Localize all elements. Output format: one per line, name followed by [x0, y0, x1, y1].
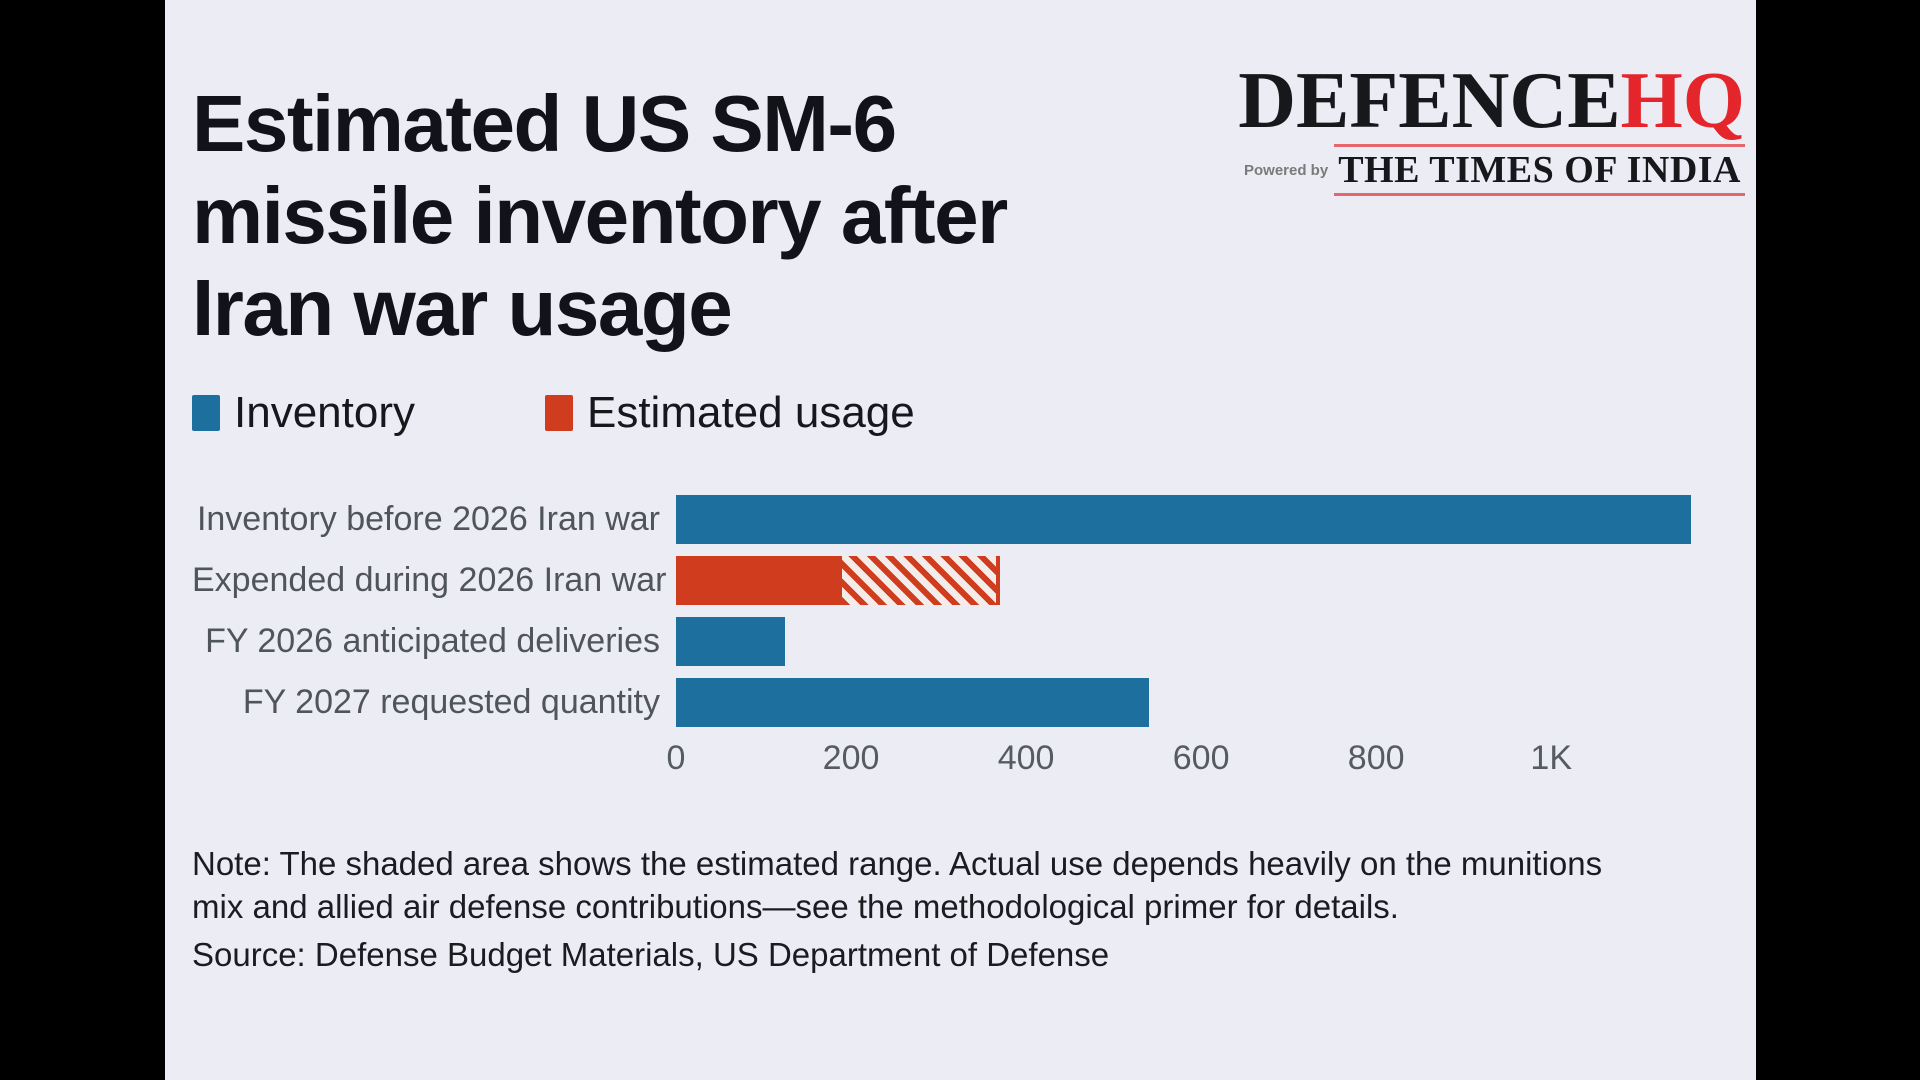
- chart-legend: Inventory Estimated usage: [192, 388, 915, 438]
- x-axis-tick-400: 400: [997, 739, 1055, 777]
- bar-track: [676, 617, 1700, 666]
- legend-item-estimated-usage: Estimated usage: [544, 388, 915, 438]
- legend-label-estimated-usage: Estimated usage: [586, 388, 915, 437]
- x-axis-tick-200: 200: [822, 739, 880, 777]
- category-label: FY 2027 requested quantity: [242, 683, 660, 721]
- estimated-usage-swatch-icon: [544, 395, 573, 431]
- category-label: Inventory before 2026 Iran war: [196, 500, 660, 538]
- x-axis-tick-800: 800: [1347, 739, 1405, 777]
- bar-track: [676, 495, 1700, 544]
- page-title: Estimated US SM-6 missile inventory afte…: [192, 78, 1008, 354]
- inventory-swatch-icon: [192, 395, 220, 431]
- logo-text-defence: DEFENCE: [1238, 57, 1621, 145]
- infographic-card: Estimated US SM-6 missile inventory afte…: [165, 0, 1756, 1080]
- bar-segment-solid: [676, 617, 786, 666]
- defencehq-logo: DEFENCEHQ Powered by THE TIMES OF INDIA: [1238, 60, 1745, 196]
- bar-segment-solid: [676, 495, 1692, 544]
- x-axis: 0 200 400 600 800 1K: [667, 739, 1700, 794]
- times-of-india-wordmark: THE TIMES OF INDIA: [1334, 144, 1745, 196]
- bar-track: [676, 556, 1700, 605]
- bar-track: [676, 678, 1700, 727]
- logo-wordmark: DEFENCEHQ: [1238, 60, 1745, 142]
- powered-by-label: Powered by: [1243, 161, 1329, 179]
- bar-row-inventory-before-war: Inventory before 2026 Iran war: [192, 495, 1700, 544]
- bar-row-fy2027-requested: FY 2027 requested quantity: [192, 678, 1700, 727]
- category-label: FY 2026 anticipated deliveries: [205, 622, 660, 660]
- category-label: Expended during 2026 Iran war: [192, 561, 667, 599]
- title-line-1: Estimated US SM-6: [192, 78, 897, 168]
- legend-label-inventory: Inventory: [234, 388, 415, 437]
- source-text: Source: Defense Budget Materials, US Dep…: [192, 936, 1110, 973]
- bar-chart: Inventory before 2026 Iran war Expended …: [192, 495, 1700, 794]
- note-text: Note: The shaded area shows the estimate…: [192, 845, 1603, 925]
- bar-segment-solid: [676, 556, 843, 605]
- title-line-2: missile inventory after: [192, 170, 1008, 260]
- title-line-3: Iran war usage: [192, 262, 733, 352]
- logo-text-hq: HQ: [1620, 57, 1745, 145]
- legend-item-inventory: Inventory: [192, 388, 415, 438]
- x-axis-tick-0: 0: [666, 739, 686, 777]
- bar-row-expended-during-war: Expended during 2026 Iran war: [192, 556, 1700, 605]
- x-axis-tick-1k: 1K: [1530, 739, 1572, 777]
- bar-segment-estimated-range: [842, 556, 1000, 605]
- bar-segment-solid: [676, 678, 1149, 727]
- bar-row-fy2026-deliveries: FY 2026 anticipated deliveries: [192, 617, 1700, 666]
- logo-subline: Powered by THE TIMES OF INDIA: [1238, 144, 1745, 196]
- footnotes: Note: The shaded area shows the estimate…: [192, 842, 1637, 976]
- x-axis-tick-600: 600: [1172, 739, 1230, 777]
